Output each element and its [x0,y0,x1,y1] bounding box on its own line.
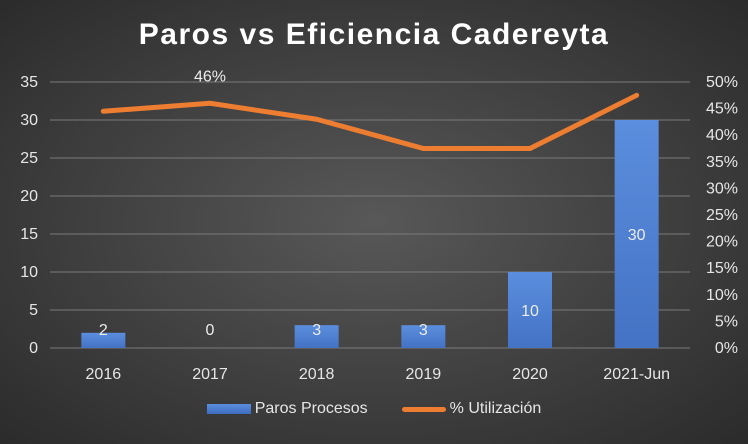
legend-label-line: % Utilización [449,400,542,417]
bar [294,325,339,348]
y-left-tick-label: 5 [29,302,38,319]
line-utilizacion [100,92,640,151]
legend: Paros Procesos % Utilización [0,400,748,418]
x-axis: 2016 2017 2018 2019 2020 2021-Jun [86,366,670,383]
y-right-tick-label: 15% [706,260,738,277]
x-tick-label: 2020 [512,366,548,383]
bar-data-label: 3 [419,322,428,339]
y-left-tick-label: 15 [20,226,38,243]
bar-data-label: 10 [521,303,539,320]
bar-data-label: 0 [206,322,215,339]
data-labels: 2 0 3 3 10 30 46% [99,68,646,339]
bar-data-label: 30 [628,227,646,244]
y-right-tick-label: 30% [706,180,738,197]
legend-item-line: % Utilización [401,400,542,418]
y-left-tick-label: 25 [20,150,38,167]
y-left-tick-label: 30 [20,112,38,129]
legend-swatch-bar [206,404,251,414]
y-axis-left: 0 5 10 15 20 25 30 35 [20,74,38,357]
y-right-tick-label: 50% [706,74,738,91]
y-right-tick-label: 25% [706,207,738,224]
y-right-tick-label: 40% [706,127,738,144]
gridlines [50,81,690,349]
y-left-tick-label: 0 [29,340,38,357]
chart-title: Paros vs Eficiencia Cadereyta [138,18,610,51]
bar-series [81,120,659,348]
legend-swatch-line [401,406,446,412]
bar [401,325,446,348]
y-left-tick-label: 35 [20,74,38,91]
y-left-tick-label: 10 [20,264,38,281]
line-series [100,92,640,151]
bar-data-label: 3 [312,322,321,339]
y-right-tick-label: 35% [706,154,738,171]
y-right-tick-label: 45% [706,101,738,118]
line-data-label: 46% [194,68,226,85]
y-right-tick-label: 5% [715,313,738,330]
legend-item-bars: Paros Procesos [206,400,368,418]
bar [508,272,552,348]
bar [81,332,126,348]
y-left-tick-label: 20 [20,188,38,205]
legend-label-bars: Paros Procesos [254,400,368,417]
bar-data-label: 2 [99,322,108,339]
y-right-tick-label: 10% [706,287,738,304]
y-axis-right: 0% 5% 10% 15% 20% 25% 30% 35% 40% 45% 50% [706,74,738,357]
x-tick-label: 2021-Jun [603,366,670,383]
x-tick-label: 2018 [299,366,335,383]
y-right-tick-label: 20% [706,234,738,251]
x-tick-label: 2017 [192,366,228,383]
x-tick-label: 2019 [406,366,442,383]
x-tick-label: 2016 [86,366,122,383]
bar [614,120,659,348]
y-right-tick-label: 0% [715,340,738,357]
